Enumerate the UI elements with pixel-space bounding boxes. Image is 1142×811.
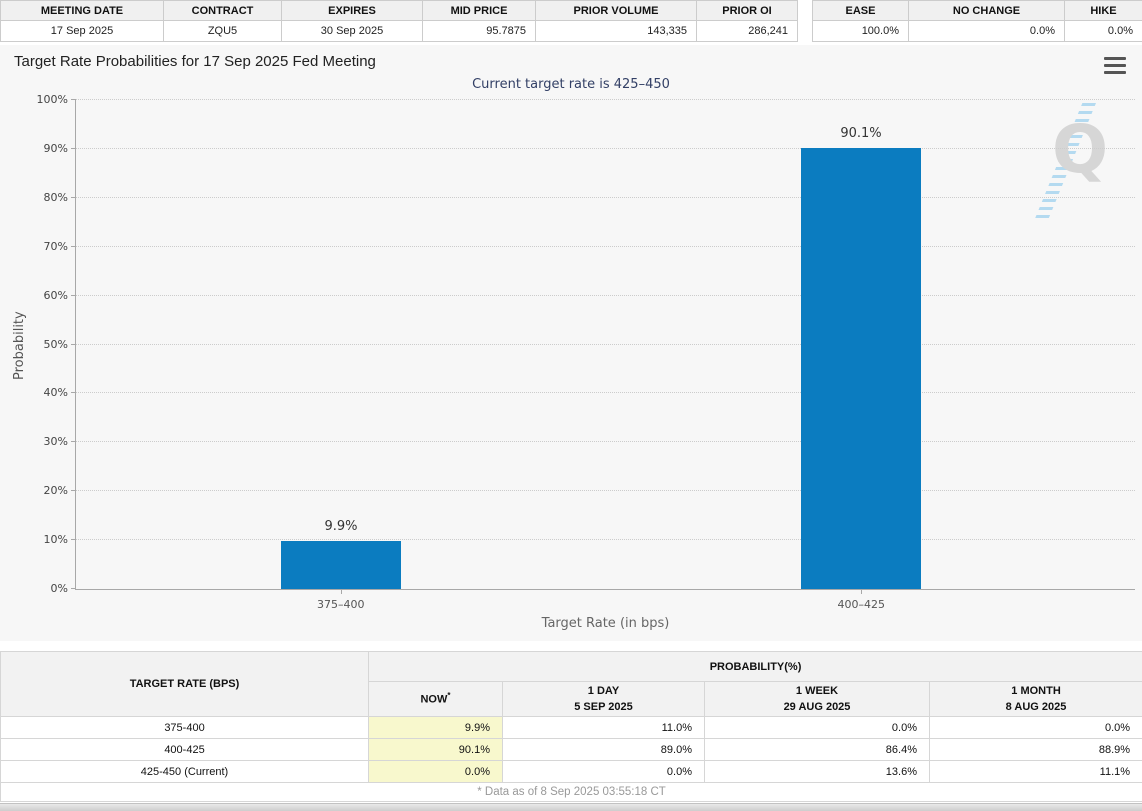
- x-tick-label: 400–425: [837, 598, 885, 611]
- chart-title: Target Rate Probabilities for 17 Sep 202…: [14, 53, 376, 70]
- asterisk-mark: *: [447, 690, 451, 700]
- y-gridline: 20%: [44, 484, 1135, 497]
- y-gridline: 80%: [44, 191, 1135, 204]
- hamburger-icon: [1104, 57, 1126, 60]
- no-change-value: 0.0%: [908, 20, 1065, 42]
- one-day-cell: 0.0%: [502, 760, 705, 783]
- ease-header: EASE: [812, 0, 909, 21]
- bar-value-label: 90.1%: [840, 126, 882, 142]
- bar-slot-400-425: 90.1%: [801, 100, 921, 589]
- now-cell: 0.0%: [368, 760, 503, 783]
- table-row: 400-425 90.1% 89.0% 86.4% 88.9%: [0, 738, 1142, 761]
- y-gridline: 10%: [44, 533, 1135, 546]
- ease-value: 100.0%: [812, 20, 909, 42]
- y-gridline: 50%: [44, 338, 1135, 351]
- y-tick-label: 0%: [50, 582, 68, 595]
- bar-slot-375-400: 9.9%: [281, 100, 401, 589]
- y-gridline: 70%: [44, 240, 1135, 253]
- contract-value: ZQU5: [163, 20, 282, 42]
- mid-price-header: MID PRICE: [422, 0, 536, 21]
- one-week-column-header: 1 WEEK 29 AUG 2025: [704, 681, 930, 717]
- prior-volume-header: PRIOR VOLUME: [535, 0, 697, 21]
- chart-menu-button[interactable]: [1104, 57, 1126, 74]
- y-gridline: 30%: [44, 435, 1135, 448]
- prior-oi-header: PRIOR OI: [696, 0, 798, 21]
- one-day-column-header: 1 DAY 5 SEP 2025: [502, 681, 705, 717]
- probability-group-header: PROBABILITY(%): [367, 651, 1142, 682]
- y-gridline: 40%: [44, 386, 1135, 399]
- y-tick-label: 30%: [43, 435, 68, 449]
- bar-value-label: 9.9%: [324, 518, 358, 534]
- contract-details-table: MEETING DATE CONTRACT EXPIRES MID PRICE …: [0, 0, 798, 42]
- bar-375-400[interactable]: [281, 540, 401, 589]
- rate-cell: 375-400: [0, 716, 369, 739]
- prior-oi-value: 286,241: [696, 20, 798, 42]
- x-tick-mark: [340, 589, 342, 594]
- data-as-of-footnote: * Data as of 8 Sep 2025 03:55:18 CT: [0, 782, 1142, 802]
- one-month-cell: 88.9%: [928, 738, 1142, 761]
- contract-header: CONTRACT: [163, 0, 282, 21]
- one-week-cell: 0.0%: [704, 716, 930, 739]
- y-tick-label: 60%: [43, 288, 68, 302]
- y-tick-label: 10%: [43, 533, 68, 547]
- contract-strip: MEETING DATE CONTRACT EXPIRES MID PRICE …: [0, 0, 1142, 42]
- y-tick-label: 100%: [36, 93, 68, 106]
- one-week-cell: 86.4%: [704, 738, 930, 761]
- meeting-date-header: MEETING DATE: [0, 0, 164, 21]
- y-tick-label: 40%: [43, 386, 68, 400]
- now-cell: 9.9%: [368, 716, 503, 739]
- table-row: 375-400 9.9% 11.0% 0.0% 0.0%: [0, 716, 1142, 739]
- probability-chart-panel: Target Rate Probabilities for 17 Sep 202…: [0, 45, 1142, 641]
- hike-header: HIKE: [1064, 0, 1142, 21]
- expires-header: EXPIRES: [281, 0, 423, 21]
- y-tick-label: 80%: [43, 190, 68, 204]
- y-gridline: 100%: [37, 93, 1135, 106]
- x-tick-mark: [861, 589, 863, 594]
- prior-volume-value: 143,335: [535, 20, 697, 42]
- y-gridline: 60%: [44, 289, 1135, 302]
- hike-value: 0.0%: [1064, 20, 1142, 42]
- plot-area: 0% 10% 20% 30% 40% 50% 60% 70% 80% 90% 1…: [37, 93, 1135, 631]
- y-tick-label: 20%: [43, 484, 68, 498]
- one-day-cell: 11.0%: [502, 716, 705, 739]
- chart-subtitle: Current target rate is 425–450: [472, 77, 670, 92]
- rate-cell: 400-425: [0, 738, 369, 761]
- expires-value: 30 Sep 2025: [281, 20, 423, 42]
- meeting-date-value: 17 Sep 2025: [0, 20, 164, 42]
- bar-400-425[interactable]: [801, 148, 921, 589]
- one-week-cell: 13.6%: [704, 760, 930, 783]
- mid-price-value: 95.7875: [422, 20, 536, 42]
- now-cell: 90.1%: [368, 738, 503, 761]
- now-column-header: NOW*: [368, 681, 503, 717]
- y-tick-label: 70%: [43, 239, 68, 253]
- x-tick-label: 375–400: [317, 598, 365, 611]
- table-row: * Data as of 8 Sep 2025 03:55:18 CT: [0, 782, 1142, 802]
- y-tick-label: 90%: [43, 141, 68, 155]
- y-gridline: 90%: [44, 142, 1135, 155]
- y-tick-label: 50%: [43, 337, 68, 351]
- rate-cell: 425-450 (Current): [0, 760, 369, 783]
- one-month-column-header: 1 MONTH 8 AUG 2025: [928, 681, 1142, 717]
- x-axis-title: Target Rate (in bps): [541, 616, 670, 631]
- target-rate-header: TARGET RATE (BPS): [0, 651, 369, 717]
- table-row: 425-450 (Current) 0.0% 0.0% 13.6% 11.1%: [0, 760, 1142, 783]
- no-change-header: NO CHANGE: [908, 0, 1065, 21]
- one-month-cell: 0.0%: [928, 716, 1142, 739]
- move-probability-table: EASE NO CHANGE HIKE 100.0% 0.0% 0.0%: [812, 0, 1142, 42]
- one-month-cell: 11.1%: [928, 760, 1142, 783]
- footer-divider: [0, 803, 1142, 811]
- probability-history-table: TARGET RATE (BPS) PROBABILITY(%) NOW* 1 …: [0, 651, 1142, 802]
- one-day-cell: 89.0%: [502, 738, 705, 761]
